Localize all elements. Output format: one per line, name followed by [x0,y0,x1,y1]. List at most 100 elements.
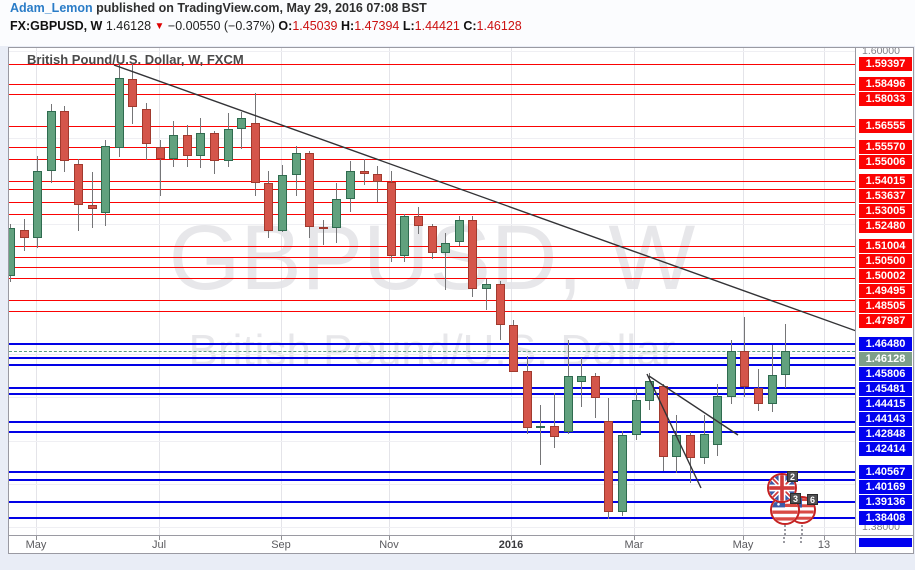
resistance-line[interactable] [9,159,855,161]
candle-down[interactable] [468,219,478,289]
support-price-badge: 1.42414 [859,441,912,456]
candle-down[interactable] [87,204,97,209]
candle-down[interactable] [250,123,260,183]
support-line[interactable] [9,342,855,345]
candle-down[interactable] [318,226,328,229]
candle-down[interactable] [60,110,70,162]
candle-down[interactable] [19,229,29,239]
descending-trendline[interactable] [113,64,855,332]
chart-plot-area[interactable]: GBPUSD, W British Pound/U.S. Dollar Brit… [8,47,855,535]
candle-up[interactable] [33,171,43,239]
candle-down[interactable] [604,421,614,512]
resistance-line[interactable] [9,180,855,182]
resistance-line[interactable] [9,213,855,215]
candle-down[interactable] [522,370,532,428]
support-line[interactable] [9,421,855,424]
descending-trendline[interactable] [646,373,702,489]
candle-up[interactable] [9,228,15,276]
candle-down[interactable] [658,386,668,457]
candle-up[interactable] [223,128,233,162]
candle-up[interactable] [577,375,587,383]
candle-down[interactable] [128,79,138,108]
candle-up[interactable] [631,400,641,435]
resistance-price-badge: 1.52480 [859,218,912,233]
resistance-line[interactable] [9,125,855,127]
resistance-line[interactable] [9,64,855,66]
support-price-badge: 1.46480 [859,336,912,351]
time-axis[interactable]: May Jul Sep Nov 2016 Mar May 13 [8,535,855,554]
candle-down[interactable] [550,426,559,437]
resistance-line[interactable] [9,93,855,95]
support-line[interactable] [9,501,855,504]
candle-down[interactable] [305,152,315,227]
resistance-line[interactable] [9,83,855,85]
uk-flag-event-icon[interactable] [767,473,797,503]
candle-up[interactable] [454,219,464,243]
candle-up[interactable] [196,132,206,156]
candle-down[interactable] [182,135,192,156]
candle-down[interactable] [142,109,151,144]
candle-down[interactable] [509,324,519,372]
candle-up[interactable] [726,350,736,398]
candle-down[interactable] [590,375,600,399]
candle-up[interactable] [291,152,301,176]
candle-up[interactable] [618,434,627,512]
resistance-line[interactable] [9,310,855,312]
support-line[interactable] [9,470,855,473]
support-price-badge: 1.45481 [859,381,912,396]
resistance-line[interactable] [9,299,855,301]
candle-down[interactable] [210,132,219,162]
candle-up[interactable] [400,216,410,257]
candle-up[interactable] [781,351,791,375]
candle-up[interactable] [713,396,723,445]
candle-up[interactable] [114,78,124,149]
candle-up[interactable] [169,135,179,160]
candle-down[interactable] [754,387,763,405]
candle-down[interactable] [427,226,437,254]
candle-down[interactable] [740,350,750,388]
resistance-line[interactable] [9,188,855,190]
resistance-line[interactable] [9,267,855,269]
candle-down[interactable] [414,216,423,227]
author-link[interactable]: Adam_Lemon [10,1,93,15]
symbol-label[interactable]: FX:GBPUSD, W [10,19,103,33]
support-line[interactable] [9,387,855,390]
candle-up[interactable] [563,376,573,433]
support-line[interactable] [9,430,855,433]
support-line[interactable] [9,393,855,396]
candle-down[interactable] [495,283,505,325]
price-axis[interactable]: 1.60000 1.38000 1.59397 1.58496 1.58033 1.565… [855,47,914,535]
resistance-line[interactable] [9,146,855,148]
candle-up[interactable] [332,199,342,229]
candle-up[interactable] [536,426,546,428]
candle-up[interactable] [278,175,287,231]
support-line[interactable] [9,479,855,482]
candle-down[interactable] [386,181,396,257]
current-price-badge: 1.46128 [859,351,912,366]
descending-trendline[interactable] [648,375,739,436]
time-axis-tick [824,536,825,540]
resistance-line[interactable] [9,278,855,280]
candle-down[interactable] [264,183,274,231]
candle-down[interactable] [686,434,695,458]
candle-up[interactable] [767,374,777,405]
candle-up[interactable] [101,146,111,214]
support-line[interactable] [9,364,855,367]
candle-up[interactable] [645,381,655,401]
horizontal-gridline [9,353,855,355]
candle-up[interactable] [482,283,491,289]
candle-down[interactable] [155,147,165,160]
candle-up[interactable] [699,434,709,458]
support-line[interactable] [9,517,855,520]
candle-up[interactable] [346,171,355,200]
candle-up[interactable] [441,242,451,254]
resistance-price-badge: 1.51004 [859,238,912,253]
current-price-line [9,351,855,353]
candle-up[interactable] [46,110,56,172]
candle-down[interactable] [373,174,383,182]
candle-down[interactable] [74,163,83,205]
candle-up[interactable] [237,118,247,129]
resistance-line[interactable] [9,202,855,204]
candle-down[interactable] [359,171,369,175]
support-line[interactable] [9,357,855,360]
